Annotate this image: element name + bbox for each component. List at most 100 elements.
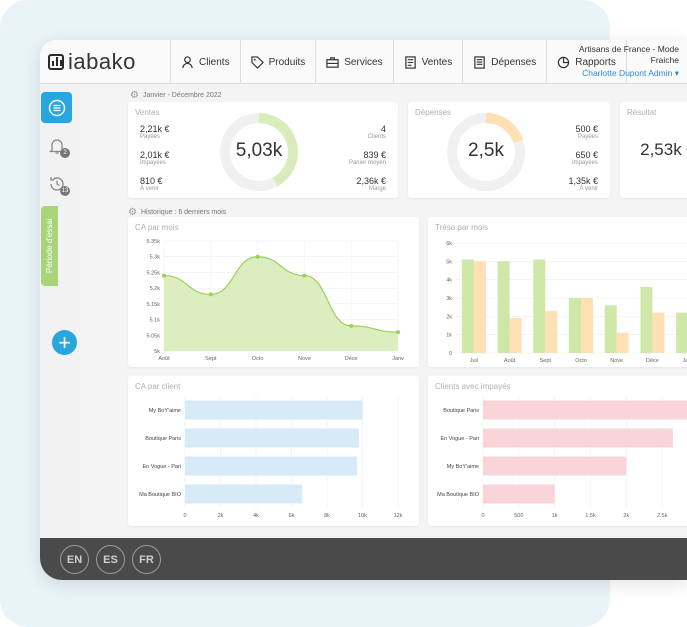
x-tick-label: 10k	[358, 513, 367, 519]
nav-depenses[interactable]: Dépenses	[462, 40, 546, 84]
history-clock-icon	[49, 176, 64, 191]
y-tick-label: En Vogue - Pari	[440, 436, 479, 442]
footer-bar: EN ES FR	[40, 538, 687, 580]
resultat-value: 2,53k €	[640, 140, 687, 159]
notifications-count-badge: 2	[60, 148, 70, 158]
bar	[461, 259, 474, 353]
nav-services[interactable]: Services	[315, 40, 392, 84]
bar	[497, 261, 510, 353]
y-tick-label: 4k	[446, 278, 452, 284]
x-tick-label: 12k	[394, 513, 403, 519]
bar	[185, 428, 359, 448]
chevron-down-icon: ▾	[674, 68, 679, 78]
bar	[185, 484, 303, 504]
treso-par-mois-card: Tréso par mois 0 1k 2k 3k 4k 5k 6k Juil Août Sept…	[428, 217, 687, 367]
clients-impayes-title: Clients avec impayés	[435, 382, 511, 391]
language-es-button[interactable]: ES	[96, 545, 125, 574]
language-fr-button[interactable]: FR	[132, 545, 161, 574]
bar	[616, 332, 629, 353]
nav-ventes[interactable]: Ventes	[392, 40, 463, 84]
bar	[545, 310, 558, 353]
bar	[473, 261, 486, 353]
invoice-icon	[404, 55, 416, 69]
nav-rapports-label: Rapports	[575, 56, 616, 68]
y-tick-label: 1k	[446, 333, 452, 339]
y-tick-label: Boutique Paris	[443, 408, 479, 414]
ventes-upcoming-stat: 810 € À venir	[140, 176, 163, 193]
briefcase-icon	[326, 56, 339, 68]
nav-rapports[interactable]: Rapports	[546, 40, 627, 84]
x-tick-label: 2k	[623, 513, 629, 519]
bar	[569, 298, 581, 353]
ventes-upcoming-value: 810 €	[140, 176, 163, 186]
user-name: Charlotte Dupont Admin	[582, 68, 673, 78]
dashboard-button[interactable]	[41, 92, 72, 123]
bar	[483, 484, 555, 504]
bar	[640, 287, 653, 353]
area-fill	[164, 256, 398, 351]
language-en-button[interactable]: EN	[60, 545, 89, 574]
receipt-icon	[474, 55, 485, 69]
y-tick-label: 5.2k	[150, 286, 161, 292]
company-name-line2: Fraiche	[650, 55, 679, 65]
company-name-line1: Artisans de France - Mode	[578, 44, 679, 54]
ca-par-mois-card: CA par mois 5k 5.05k 5.1k 5.15k 5.2k 5.25k 5.3…	[128, 217, 419, 367]
history-button[interactable]: 13	[41, 168, 72, 199]
depenses-paid-stat: 500 € Payées	[575, 124, 598, 141]
ventes-paid-value: 2,21k €	[140, 124, 170, 134]
gear-icon: ⚙	[130, 90, 139, 101]
y-tick-label: 6k	[446, 241, 452, 247]
nav-clients[interactable]: Clients	[170, 40, 240, 84]
nav-produits[interactable]: Produits	[239, 40, 316, 84]
dashboard-content: ⚙ Janvier - Décembre 2022 Ventes 2,21k €…	[80, 84, 687, 538]
x-tick-label: 8k	[324, 513, 330, 519]
x-tick-label: Octo	[575, 358, 587, 364]
logo-text: iabako	[68, 49, 136, 74]
depenses-upcoming-label: À venir	[579, 186, 598, 192]
period-selector[interactable]: ⚙ Janvier - Décembre 2022	[130, 90, 222, 101]
iabako-logo[interactable]: iabako	[48, 49, 136, 75]
depenses-unpaid-label: Impayées	[571, 160, 598, 166]
data-point	[208, 292, 213, 297]
ca-par-mois-title: CA par mois	[135, 223, 179, 232]
depenses-donut-arc	[447, 113, 525, 191]
tag-icon	[250, 55, 264, 69]
resultat-card: Résultat 2,53k €	[620, 102, 687, 198]
depenses-upcoming-stat: 1,35k € À venir	[568, 176, 598, 193]
depenses-title: Dépenses	[415, 108, 452, 117]
x-tick-label: 0	[183, 513, 186, 519]
notifications-button[interactable]: 2	[41, 130, 72, 161]
x-tick-label: Octo	[252, 356, 264, 362]
y-tick-label: 5.1k	[150, 318, 161, 324]
gear-icon: ⚙	[128, 207, 137, 218]
history-label: Historique : 6 derniers mois	[140, 209, 227, 216]
y-tick-label: 5.3k	[150, 255, 161, 261]
menu-list-icon	[48, 99, 65, 116]
add-button[interactable]: +	[52, 330, 77, 355]
ventes-basket-value: 839 €	[363, 150, 386, 160]
x-tick-label: 6k	[289, 513, 295, 519]
nav-depenses-label: Dépenses	[491, 56, 537, 68]
y-tick-label: 0	[449, 351, 452, 357]
ventes-basket-stat: 839 € Panier moyen	[349, 150, 386, 167]
x-tick-label: Juil	[470, 358, 478, 364]
ventes-card: Ventes 2,21k € Payées 2,01k € Impayées 810…	[128, 102, 398, 198]
x-tick-label: 500	[514, 513, 523, 519]
ventes-margin-value: 2,36k €	[356, 176, 386, 186]
x-tick-label: Janv	[682, 358, 687, 364]
x-tick-label: Août	[504, 358, 516, 364]
data-point	[396, 330, 400, 335]
app-window: iabako Clients Produits Services Ventes …	[40, 40, 687, 580]
nav-services-label: Services	[344, 56, 383, 68]
trial-period-tab[interactable]: Période d'essai	[41, 206, 58, 286]
user-icon	[182, 55, 193, 68]
y-tick-label: Boutique Paris	[145, 436, 181, 442]
x-tick-label: 2.5k	[657, 513, 668, 519]
period-label: Janvier - Décembre 2022	[142, 92, 222, 99]
treso-par-mois-title: Tréso par mois	[435, 223, 489, 232]
x-tick-label: Août	[158, 356, 170, 362]
bar	[581, 298, 593, 353]
user-menu[interactable]: Charlotte Dupont Admin ▾	[569, 68, 679, 79]
y-tick-label: 3k	[446, 296, 452, 302]
